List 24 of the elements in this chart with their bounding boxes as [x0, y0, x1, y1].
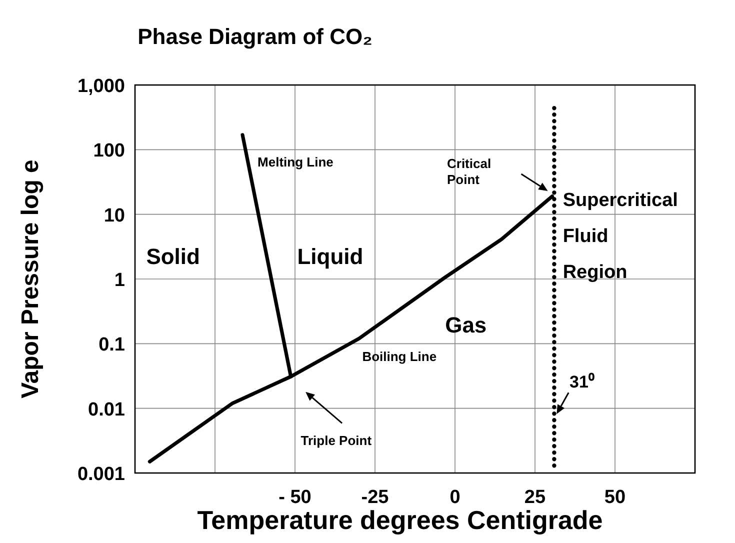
- x-axis-title: Temperature degrees Centigrade: [197, 505, 603, 535]
- series-label: Melting Line: [258, 154, 334, 170]
- x-tick-label: 25: [524, 487, 546, 508]
- y-tick-label: 100: [93, 140, 125, 162]
- y-tick-label: 0.001: [77, 464, 126, 485]
- annotation: Liquid: [297, 244, 364, 270]
- y-tick-label: 0.1: [98, 334, 126, 356]
- y-tick-label: 10: [104, 205, 125, 226]
- chart-title: Phase Diagram of CO₂: [138, 24, 372, 49]
- annotation: Gas: [445, 312, 487, 338]
- annotation: Solid: [146, 244, 200, 270]
- y-axis-title: Vapor Pressure log e: [17, 160, 44, 398]
- annotation: Critical Point: [447, 156, 492, 188]
- annotation: 31⁰: [570, 372, 594, 392]
- x-tick-label: -25: [361, 487, 390, 508]
- annotation: Triple Point: [300, 433, 372, 448]
- x-tick-label: 0: [450, 487, 460, 508]
- x-tick-label: 50: [604, 487, 626, 508]
- y-tick-label: 1: [114, 270, 126, 291]
- y-tick-label: 0.01: [88, 399, 126, 420]
- annotation: Supercritical Fluid Region: [562, 190, 678, 284]
- y-tick-label: 1,000: [77, 76, 125, 97]
- x-tick-label: - 50: [278, 487, 312, 508]
- series-label: Boiling Line: [362, 348, 437, 364]
